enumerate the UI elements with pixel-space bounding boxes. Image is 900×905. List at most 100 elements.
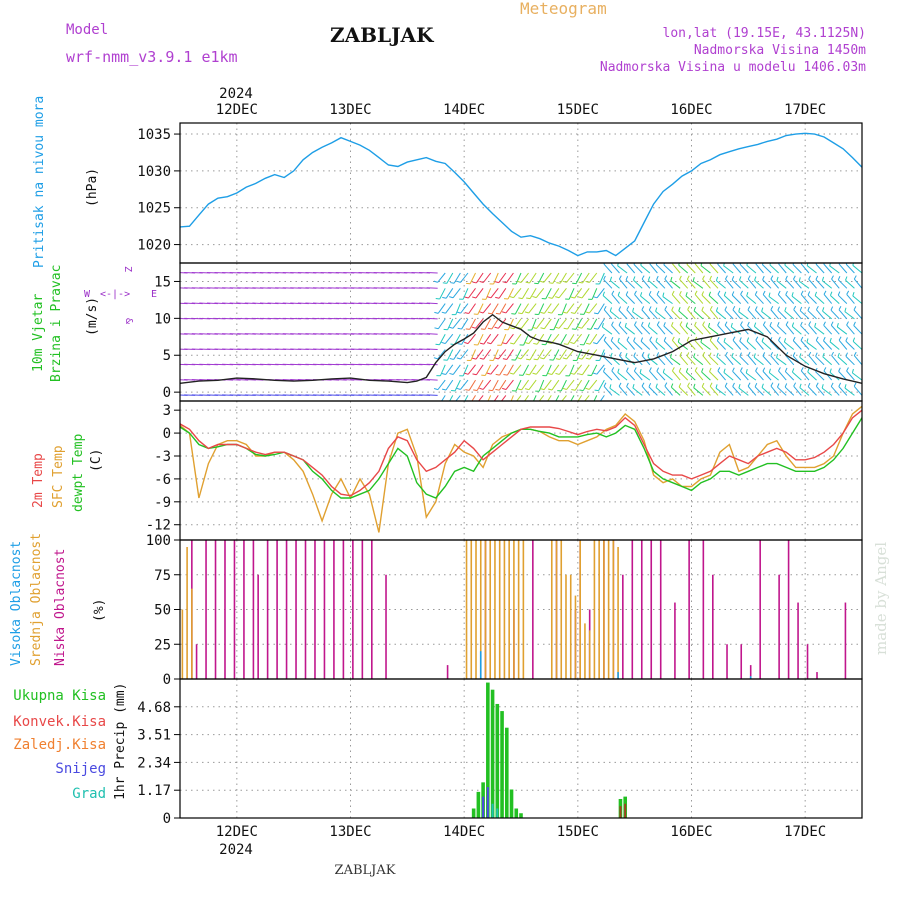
wind-barb xyxy=(589,380,597,389)
wind-barb-tick xyxy=(725,322,727,326)
wind-barb-tick xyxy=(732,276,734,280)
wind-barb-tick xyxy=(832,352,834,355)
compass-arrows-h: <-|-> xyxy=(100,289,130,300)
wind-barb-tick xyxy=(703,322,705,326)
wind-barb-tick xyxy=(449,373,453,374)
wind-barb-tick xyxy=(548,312,552,313)
wind-barb-tick xyxy=(502,388,506,389)
wind-barb-tick xyxy=(671,322,673,326)
wind-barb xyxy=(559,319,566,328)
wind-barb-tick xyxy=(593,373,597,374)
wind-barb-tick xyxy=(480,343,484,344)
precip-bar xyxy=(510,789,514,818)
wind-barb-tick xyxy=(472,404,476,405)
wind-barb xyxy=(169,334,180,335)
cloud-units: (%) xyxy=(92,599,107,622)
wind-barb xyxy=(838,295,847,303)
wind-barb-tick xyxy=(434,328,438,329)
wind-barb-tick xyxy=(457,312,461,313)
wind-barb xyxy=(665,279,673,288)
wind-barb xyxy=(672,371,680,380)
compass-east: E xyxy=(151,289,157,300)
wind-barb xyxy=(559,365,566,375)
wind-barb-tick xyxy=(479,388,483,389)
wind-barb xyxy=(427,318,438,319)
wind-barb-tick xyxy=(809,276,811,280)
wind-barb xyxy=(793,279,801,288)
wind-barb xyxy=(770,326,779,334)
wind-barb xyxy=(610,311,619,319)
wind-barb-tick xyxy=(585,312,589,313)
wind-barb-tick xyxy=(657,321,659,324)
wind-barb-tick xyxy=(785,383,787,387)
wind-barb-tick xyxy=(687,337,689,341)
wind-barb xyxy=(537,319,544,329)
wind-barb-tick xyxy=(443,283,447,284)
wind-barb-tick xyxy=(680,321,682,324)
wind-barb xyxy=(724,372,733,380)
wind-barb xyxy=(664,265,673,273)
wind-barb xyxy=(663,373,672,381)
wind-barb-tick xyxy=(541,328,545,329)
wind-barb-tick xyxy=(839,337,841,341)
wind-barb xyxy=(755,280,764,288)
ytick-label: 100 xyxy=(146,533,171,549)
wind-barb xyxy=(816,340,824,349)
wind-barb xyxy=(771,310,779,319)
wind-barb-tick xyxy=(510,296,514,297)
wind-barb xyxy=(469,304,476,314)
wind-barb-tick xyxy=(725,307,727,311)
wind-barb xyxy=(679,372,687,380)
day-label-bottom: 16DEC xyxy=(670,824,712,840)
wind-barb xyxy=(808,372,817,380)
wind-barb xyxy=(824,325,832,334)
day-label-top: 15DEC xyxy=(557,102,599,118)
wind-barb-tick xyxy=(794,306,796,309)
wind-barb xyxy=(703,325,711,334)
wind-barb xyxy=(604,386,612,395)
wind-barb xyxy=(600,273,605,284)
wind-barb-tick xyxy=(852,369,853,373)
wind-barb xyxy=(740,356,748,365)
wind-barb xyxy=(483,380,491,389)
wind-barb-tick xyxy=(839,383,841,387)
wind-barb-tick xyxy=(671,384,672,388)
wind-barb-tick xyxy=(771,276,773,280)
wind-barb-tick xyxy=(556,283,560,284)
model-label: Model xyxy=(66,22,108,38)
wind-barb xyxy=(597,365,604,374)
wind-barb xyxy=(853,296,862,304)
wind-barb xyxy=(169,272,180,273)
wind-label-2: Brzina i Pravac xyxy=(49,265,64,382)
wind-barb-tick xyxy=(815,323,816,327)
wind-barb xyxy=(703,356,711,365)
wind-barb-tick xyxy=(823,307,824,311)
wind-barb-tick xyxy=(518,298,522,299)
ytick-label: 1035 xyxy=(137,127,171,143)
wind-barb-tick xyxy=(594,313,598,314)
wind-barb xyxy=(725,386,733,395)
wind-barb-tick xyxy=(763,368,765,372)
day-label-top: 12DEC xyxy=(216,102,258,118)
ytick-label: 10 xyxy=(154,311,171,327)
wind-barb xyxy=(710,264,718,273)
wind-barb-tick xyxy=(443,405,447,406)
wind-barb-tick xyxy=(465,313,469,314)
wind-barb-tick xyxy=(472,282,476,283)
wind-barb xyxy=(679,311,688,319)
wind-barb-tick xyxy=(824,322,826,326)
wind-barb-tick xyxy=(672,291,674,295)
wind-barb xyxy=(591,319,597,329)
wind-barb-tick xyxy=(670,354,671,358)
wind-barb-tick xyxy=(610,384,611,388)
wind-barb xyxy=(483,273,490,283)
wind-barb-tick xyxy=(726,352,728,355)
wind-barb xyxy=(718,264,726,273)
wind-barb-tick xyxy=(634,353,636,357)
wind-barb-tick xyxy=(672,307,674,311)
wind-barb-tick xyxy=(495,404,499,405)
wind-barb xyxy=(809,356,817,365)
wind-barb-tick xyxy=(801,337,803,341)
wind-barb xyxy=(854,356,862,365)
